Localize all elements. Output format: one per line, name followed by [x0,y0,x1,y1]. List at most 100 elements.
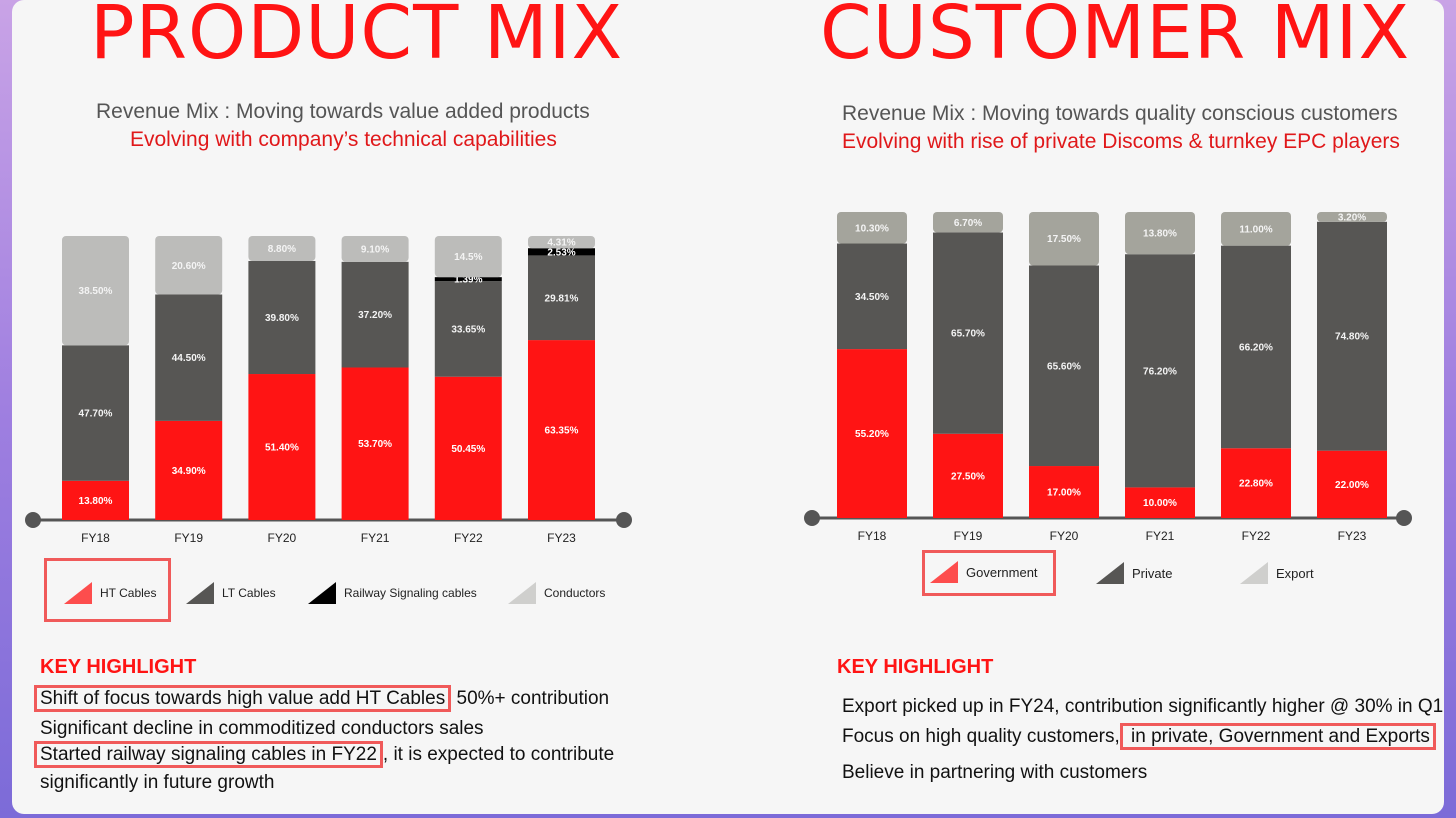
legend-item-railway: Railway Signaling cables [308,582,477,604]
ramp-icon [308,582,336,604]
data-label: 10.00% [1143,498,1177,509]
bar-segment [1029,212,1099,266]
bar-segment [341,236,409,262]
line-text: , it is expected to contribute [382,744,615,765]
bar-segment [837,212,907,244]
data-label: 74.80% [1335,332,1369,343]
legend-item-government: Government [930,561,1038,583]
data-label: 11.00% [1239,224,1272,235]
data-label: 55.20% [855,429,889,440]
legend-item-export: Export [1240,562,1314,584]
x-tick-label: FY19 [954,529,983,543]
data-label: 6.70% [954,218,982,229]
bar-segment [1317,221,1387,451]
key-highlight-line: Export picked up in FY24, contribution s… [842,696,1444,717]
x-tick-label: FY22 [454,531,483,545]
legend-item-conductors: Conductors [508,582,605,604]
legend-label: Railway Signaling cables [344,586,477,600]
legend-label: Export [1276,565,1314,581]
data-label: 13.80% [79,496,113,507]
key-highlight-line: Believe in partnering with customers [842,762,1148,783]
data-label: 34.90% [172,466,206,477]
customer-subtitle: Revenue Mix : Moving towards quality con… [842,102,1398,125]
bar-segment [528,236,595,249]
bar-segment [434,376,502,520]
key-highlight-line: Focus on high quality customers, in priv… [842,723,1436,750]
data-label: 50.45% [451,444,485,455]
customer-subtitle-red: Evolving with rise of private Discoms & … [842,130,1400,153]
bar-segment [248,374,316,520]
key-highlight-title: KEY HIGHLIGHT [837,656,994,678]
legend-item-lt-cables: LT Cables [186,582,276,604]
ramp-icon [64,582,92,604]
bar-segment [1125,212,1195,255]
data-label: 20.60% [172,261,206,272]
bar-segment [248,260,316,375]
legend-label: Conductors [544,586,606,600]
data-label: 14.5% [454,252,482,263]
ramp-icon [1240,562,1268,584]
bar-segment [62,480,129,520]
highlight-box: Started railway signaling cables in FY22 [34,741,383,768]
legend-label: Government [966,564,1038,580]
x-tick-label: FY23 [547,531,576,545]
x-tick-label: FY18 [858,529,887,543]
bar-segment [62,345,129,481]
bar-segment [528,255,595,341]
bar-segment [528,248,595,256]
bar-segment [155,236,223,295]
bar-segment [837,349,907,518]
data-label: 17.00% [1047,488,1081,499]
bar-segment [1029,466,1099,518]
customer-mix-title: CUSTOMER MIX [820,0,1411,76]
axis-end-dot [25,512,41,528]
highlight-box: in private, Government and Exports [1119,723,1436,750]
data-label: 9.10% [361,244,389,255]
bar-segment [434,236,502,278]
data-label: 8.80% [268,244,296,255]
key-highlight-line: Significant decline in commoditized cond… [40,718,484,739]
data-label: 76.20% [1143,366,1177,377]
bar-segment [434,277,502,282]
data-label: 2.53% [547,247,575,258]
bar-segment [434,281,502,377]
data-label: 38.50% [79,286,113,297]
data-label: 63.35% [545,426,579,437]
data-label: 44.50% [172,353,206,364]
data-label: 39.80% [265,313,299,324]
key-highlight-line: Started railway signaling cables in FY22… [34,741,615,768]
data-label: 29.81% [545,293,579,304]
data-label: 37.20% [358,310,392,321]
bar-segment [341,261,409,368]
slide: PRODUCT MIX Revenue Mix : Moving towards… [12,0,1444,814]
data-label: 3.20% [1338,212,1366,223]
axis-end-dot [1396,510,1412,526]
x-tick-label: FY21 [1146,529,1175,543]
x-tick-label: FY23 [1338,529,1367,543]
bar-segment [1221,245,1291,449]
ramp-icon [508,582,536,604]
x-tick-label: FY18 [81,531,110,545]
data-label: 51.40% [265,443,299,454]
data-label: 27.50% [951,471,985,482]
bar-segment [155,294,223,421]
customer-mix-chart: 55.20% 34.50% 10.30% FY18 27.50% 65.70% 6.70% F… [804,212,1412,543]
legend-label: LT Cables [222,586,276,600]
legend-item-ht-cables: HT Cables [64,582,156,604]
x-tick-label: FY20 [268,531,297,545]
x-tick-label: FY21 [361,531,390,545]
data-label: 10.30% [855,223,889,234]
bar-segment [837,243,907,350]
bar-segment [1317,212,1387,222]
ramp-icon [930,561,958,583]
data-label: 34.50% [855,292,889,303]
data-label: 65.70% [951,329,985,340]
ht-cables-highlight-box [44,558,171,622]
bar-segment [155,420,223,520]
data-label: 47.70% [79,409,113,420]
data-label: 13.80% [1143,229,1177,240]
product-mix-title: PRODUCT MIX [90,0,624,76]
bar-segment [1029,265,1099,467]
bar-segment [528,340,595,520]
bar-segment [1221,212,1291,246]
